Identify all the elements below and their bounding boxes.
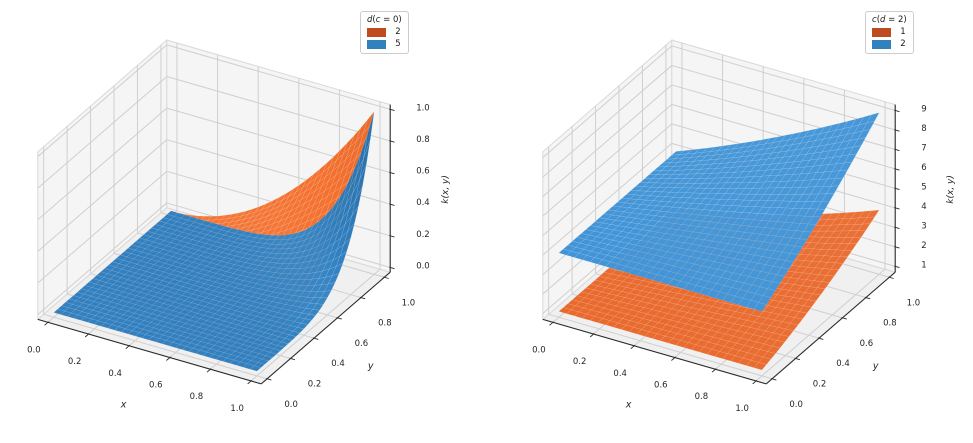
z-axis-label: k(x, y) [441,175,451,204]
svg-text:0.2: 0.2 [308,380,322,390]
svg-text:0.6: 0.6 [654,381,668,391]
svg-text:1.0: 1.0 [735,404,749,414]
legend-title-part: ( [876,15,881,25]
legend-entry-label: 2 [900,39,906,49]
tick-marks [44,108,395,385]
svg-text:0.4: 0.4 [108,369,122,379]
svg-text:1.0: 1.0 [402,298,416,308]
svg-text:0.2: 0.2 [68,357,82,367]
svg-text:1: 1 [921,260,926,270]
legend-entry: 2 [367,27,402,37]
svg-text:3: 3 [921,221,926,231]
legend-title-part: c [872,15,877,25]
svg-text:5: 5 [921,182,926,192]
svg-text:0.8: 0.8 [378,319,392,329]
x-axis-label: x [120,400,127,411]
svg-text:0.4: 0.4 [836,359,850,369]
svg-text:0.0: 0.0 [284,400,298,410]
surface-plot-right: 0.0 0.2 0.4 0.6 0.8 1.0 0.0 0.2 0.4 0.6 0.8 1.0 1 2 3 4… [532,39,957,415]
svg-text:7: 7 [921,143,926,153]
svg-text:4: 4 [921,202,926,212]
legend-entry-label: 5 [395,39,401,49]
svg-text:0.2: 0.2 [416,230,430,240]
svg-text:0.8: 0.8 [190,392,204,402]
legend-swatch [872,39,891,49]
legend-swatch [367,27,386,37]
svg-text:0.0: 0.0 [416,261,430,271]
svg-text:0.6: 0.6 [860,339,874,349]
svg-text:2: 2 [921,241,926,251]
svg-text:0.0: 0.0 [27,345,41,355]
svg-text:0.2: 0.2 [573,357,587,367]
svg-text:0.8: 0.8 [883,319,897,329]
svg-text:0.6: 0.6 [416,167,430,177]
axis-spines [37,104,391,385]
legend-entry: 2 [872,39,907,49]
legend-left-title: d(c = 0) [367,15,402,25]
svg-text:0.2: 0.2 [813,380,827,390]
svg-text:1.0: 1.0 [907,298,921,308]
x-axis-label: x [625,400,632,411]
legend-entry: 5 [367,39,402,49]
svg-text:0.4: 0.4 [613,369,627,379]
svg-text:0.0: 0.0 [789,400,803,410]
legend-title-part: c [375,15,381,25]
legend-title-part: d [880,15,886,25]
legend-title-part: = 2) [885,15,907,25]
legend-entry-label: 1 [900,27,906,37]
y-axis-label: y [872,361,879,372]
legend-right-title: c(d = 2) [872,15,907,25]
legend-swatch [367,39,386,49]
surface-plot-left: 0.0 0.2 0.4 0.6 0.8 1.0 0.0 0.2 0.4 0.6 0.8 1.0 0.0 0… [27,39,452,414]
svg-text:0.8: 0.8 [695,392,709,402]
tick-labels: 0.0 0.2 0.4 0.6 0.8 1.0 0.0 0.2 0.4 0.6 0.8 1.0 0.0 0… [27,103,430,414]
svg-text:1.0: 1.0 [416,103,430,113]
legend-title-part: = 0) [380,15,402,25]
tick-marks [549,109,900,385]
z-axis-label: k(x, y) [946,175,956,204]
svg-text:0.4: 0.4 [331,359,345,369]
axis-labels: x y k(x, y) [120,175,452,411]
svg-text:0.4: 0.4 [416,198,430,208]
legend-title-part: ( [372,15,376,25]
svg-text:0.8: 0.8 [416,135,430,145]
tick-labels: 0.0 0.2 0.4 0.6 0.8 1.0 0.0 0.2 0.4 0.6 0.8 1.0 1 2 3 4… [532,105,926,415]
svg-text:1.0: 1.0 [230,404,244,414]
svg-text:9: 9 [921,105,926,115]
legend-entry-label: 2 [395,27,401,37]
y-axis-label: y [367,361,374,372]
legend-title-part: d [367,15,373,25]
surface-c=2 [558,112,880,312]
svg-text:0.0: 0.0 [532,345,546,355]
svg-text:0.6: 0.6 [149,381,163,391]
axis-labels: x y k(x, y) [625,175,957,411]
legend-entry: 1 [872,27,907,37]
svg-text:8: 8 [921,124,926,134]
svg-text:6: 6 [921,163,926,173]
legend-swatch [872,27,891,37]
surface-d=5 [53,111,375,372]
svg-text:0.6: 0.6 [355,339,369,349]
